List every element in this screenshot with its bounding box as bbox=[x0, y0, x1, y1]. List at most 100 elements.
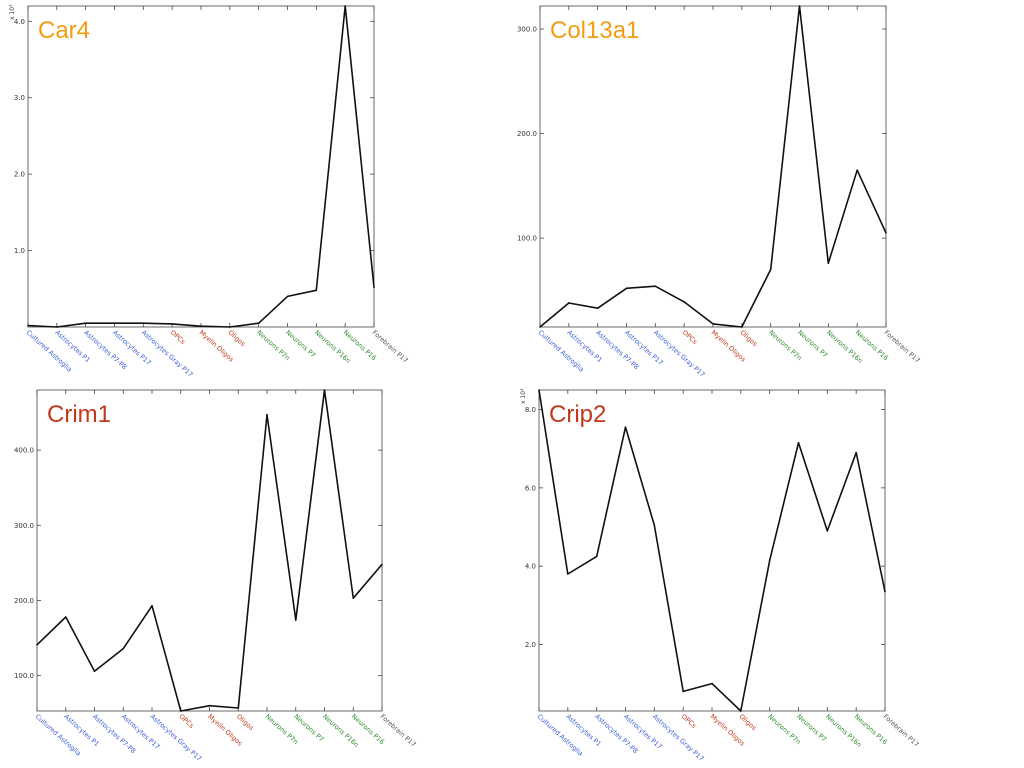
crip2-ytick-label: 8.0 bbox=[525, 406, 536, 414]
car4-data-point bbox=[257, 322, 260, 324]
crim1-data-point bbox=[208, 704, 211, 707]
crip2-ytick-label: 4.0 bbox=[525, 563, 536, 571]
car4-data-point bbox=[286, 295, 289, 298]
car4-category-label: Oligos bbox=[226, 329, 247, 349]
car4-data-line bbox=[27, 5, 375, 328]
col13a1-data-point bbox=[741, 326, 743, 328]
col13a1-ytick-label: 200.0 bbox=[517, 130, 537, 138]
crip2-data-point bbox=[768, 559, 771, 562]
col13a1-data-point bbox=[568, 302, 570, 304]
car4-data-point bbox=[200, 325, 202, 328]
crip2-ytick-label: 6.0 bbox=[525, 484, 536, 492]
col13a1-data-point bbox=[798, 5, 801, 7]
car4-data-point bbox=[171, 323, 173, 325]
car4-ytick-label: 4.0 bbox=[14, 18, 25, 26]
crip2-category-label: Astrocytes Gray P17 bbox=[651, 713, 705, 763]
col13a1-data-point bbox=[885, 232, 887, 234]
car4-category-label: Astrocytes Gray P17 bbox=[140, 329, 194, 379]
col13a1-category-label: Forebrain P17 bbox=[883, 329, 922, 365]
crim1-title: Crim1 bbox=[47, 401, 111, 428]
col13a1-data-point bbox=[654, 285, 657, 288]
col13a1-data-point bbox=[712, 323, 714, 325]
crim1-data-point bbox=[294, 619, 297, 621]
col13a1-data-line bbox=[539, 5, 887, 328]
col13a1-title: Col13a1 bbox=[550, 17, 639, 44]
col13a1-plot-frame bbox=[539, 5, 887, 328]
car4-data-point bbox=[84, 322, 87, 324]
car4-ytick-label: 1.0 bbox=[14, 247, 25, 255]
crim1-ytick-label: 200.0 bbox=[14, 597, 34, 605]
crim1-data-point bbox=[93, 670, 96, 672]
car4-data-point bbox=[142, 322, 145, 324]
car4-plot-frame bbox=[27, 5, 375, 328]
crim1-data-point bbox=[122, 647, 125, 650]
crip2-data-point bbox=[567, 573, 569, 575]
car4-category-label: OPCs bbox=[169, 329, 187, 347]
crip2-data-point bbox=[538, 389, 540, 391]
col13a1-category-label: Astrocytes Gray P17 bbox=[652, 329, 706, 379]
col13a1-category-label: OPCs bbox=[681, 329, 699, 347]
crip2-data-point bbox=[826, 530, 829, 532]
col13a1-data-point bbox=[856, 169, 858, 171]
crip2-data-point bbox=[855, 451, 857, 454]
crim1-category-label: Forebrain P17 bbox=[379, 713, 418, 749]
crim1-ytick-label: 100.0 bbox=[14, 672, 34, 680]
crip2-data-point bbox=[797, 442, 800, 444]
col13a1-data-point bbox=[683, 301, 685, 303]
car4-ytick-label: 3.0 bbox=[14, 94, 25, 102]
crim1-data-point bbox=[64, 616, 67, 618]
crip2-data-point bbox=[711, 682, 713, 685]
crim1-data-point bbox=[179, 710, 182, 712]
car4-ytick-label: 2.0 bbox=[14, 171, 25, 179]
crim1-data-point bbox=[381, 563, 383, 566]
crip2-data-line bbox=[538, 389, 886, 712]
col13a1-ytick-label: 300.0 bbox=[517, 26, 537, 34]
crim1-ytick-label: 300.0 bbox=[14, 522, 34, 530]
crim1-data-point bbox=[323, 389, 326, 391]
col13a1-category-label: Oligos bbox=[738, 329, 759, 349]
crim1-data-point bbox=[266, 414, 268, 416]
crim1-category-label: OPCs bbox=[177, 713, 195, 731]
crim1-plot-frame bbox=[36, 389, 383, 712]
crim1-data-point bbox=[237, 707, 240, 709]
crim1-data-point bbox=[36, 644, 38, 646]
car4-data-point bbox=[113, 322, 116, 324]
crip2-data-point bbox=[682, 690, 684, 693]
crip2-data-point bbox=[595, 555, 598, 558]
crip2-category-label: OPCs bbox=[680, 713, 698, 731]
col13a1-data-point bbox=[596, 307, 599, 309]
car4-data-point bbox=[229, 326, 231, 328]
car4-data-point bbox=[56, 326, 58, 328]
col13a1-data-point bbox=[769, 268, 772, 271]
car4-axis-multiplier: x 10³ bbox=[9, 4, 16, 20]
crim1-data-point bbox=[352, 597, 355, 600]
crip2-data-point bbox=[884, 590, 886, 593]
crip2-data-point bbox=[624, 426, 627, 428]
car4-category-label: Forebrain P17 bbox=[371, 329, 410, 365]
car4-data-point bbox=[373, 286, 375, 289]
crip2-axis-multiplier: x 10³ bbox=[520, 388, 527, 404]
crip2-ytick-label: 2.0 bbox=[525, 641, 536, 649]
crim1-data-line bbox=[36, 389, 383, 712]
crip2-title: Crip2 bbox=[549, 401, 606, 428]
car4-data-point bbox=[27, 324, 29, 327]
car4-data-point bbox=[344, 5, 346, 7]
crim1-data-point bbox=[151, 604, 153, 607]
crip2-category-label: Oligos bbox=[737, 713, 758, 733]
crip2-plot-frame bbox=[538, 389, 886, 712]
col13a1-data-point bbox=[827, 262, 830, 265]
car4-data-point bbox=[315, 289, 318, 292]
crip2-data-point bbox=[653, 524, 656, 526]
crim1-ytick-label: 400.0 bbox=[14, 447, 34, 455]
crip2-category-label: Forebrain P17 bbox=[882, 713, 921, 749]
crim1-category-label: Astrocytes Gray P17 bbox=[149, 713, 203, 763]
crim1-category-label: Oligos bbox=[235, 713, 256, 733]
col13a1-data-point bbox=[625, 287, 628, 290]
col13a1-data-point bbox=[539, 326, 541, 328]
